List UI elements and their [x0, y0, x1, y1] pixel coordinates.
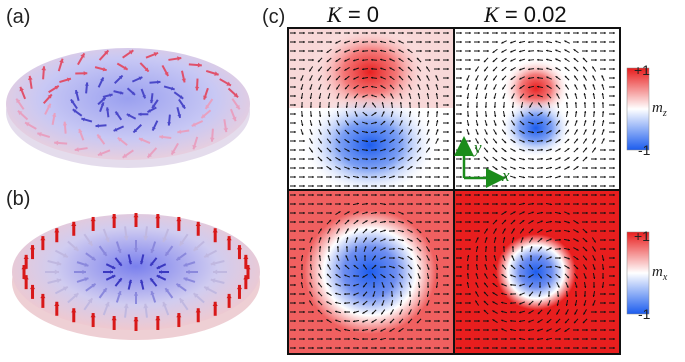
panel-c-maps: [287, 24, 621, 355]
colorbar-mz-symbol: mz: [652, 100, 667, 119]
column-title-k002: K = 0.02: [484, 2, 567, 27]
colorbar-mx: [626, 231, 650, 315]
colorbar-mz: [626, 67, 650, 151]
panel-label-b: (b): [6, 188, 31, 210]
axis-indicator: [454, 136, 506, 188]
panel-label-c: (c): [262, 6, 286, 28]
colorbar-mz-min: -1: [638, 142, 651, 158]
panel-a-disk: [6, 48, 250, 168]
panel-label-a: (a): [6, 6, 31, 28]
axis-label-y: y: [474, 138, 482, 157]
column-title-k0: K = 0: [327, 2, 380, 27]
colorbar-mz-max: +1: [634, 62, 650, 78]
colorbar-mx-max: +1: [634, 228, 650, 244]
panel-b-disk: [12, 213, 260, 340]
colorbar-mx-symbol: mx: [652, 264, 668, 283]
axis-label-x: x: [502, 166, 510, 185]
colorbar-mx-min: -1: [638, 306, 651, 322]
